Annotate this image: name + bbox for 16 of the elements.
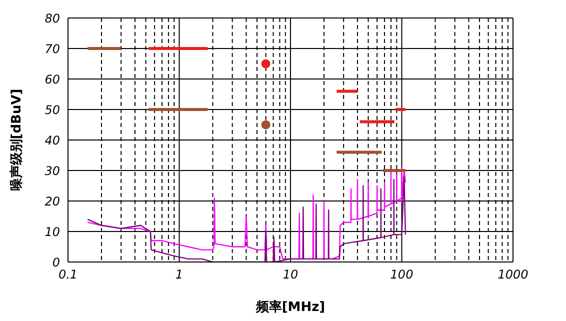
y-tick-label: 20	[44, 194, 60, 208]
y-tick-label: 30	[44, 164, 60, 178]
y-tick-label: 60	[44, 72, 60, 86]
x-tick-label: 1000	[498, 268, 529, 282]
x-tick-label: 10	[282, 268, 298, 282]
x-axis-title: 频率[MHz]	[254, 299, 326, 315]
x-tick-label: 100	[390, 268, 414, 282]
x-tick-label: 1	[175, 268, 184, 282]
y-tick-label: 0	[52, 255, 60, 270]
x-tick-label: 0.1	[58, 268, 78, 282]
y-tick-label: 50	[44, 102, 60, 117]
y-tick-label: 40	[44, 133, 60, 148]
y-axis-title: 噪声级别[dBuV]	[10, 88, 25, 192]
y-tick-label: 10	[44, 224, 60, 239]
y-tick-label: 70	[44, 42, 60, 56]
y-tick-label: 80	[44, 11, 60, 26]
